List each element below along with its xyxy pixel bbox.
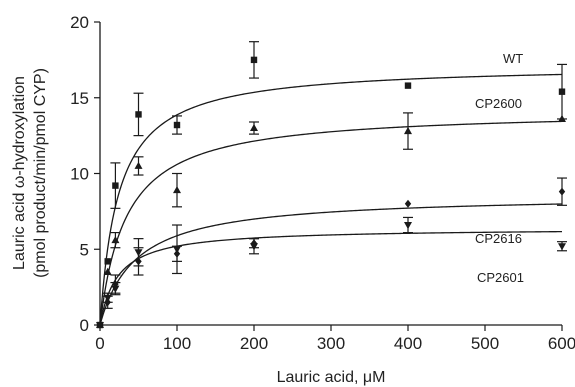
- fit-curve-cp2600: [99, 120, 563, 326]
- data-point-wt: [104, 258, 111, 265]
- data-point-cp2616: [104, 298, 111, 307]
- x-tick-label: 100: [163, 334, 191, 353]
- data-point-wt: [250, 56, 258, 64]
- data-point-wt: [558, 88, 566, 95]
- data-point-cp2601: [96, 322, 104, 330]
- y-tick-label: 0: [80, 316, 89, 335]
- x-axis-title: Lauric acid, μM: [277, 369, 386, 386]
- y-tick-label: 20: [70, 13, 89, 32]
- ticks: 0 100 200 300 400 500 600 0 5 10 15 20: [70, 13, 575, 353]
- series-label-cp2601: CP2601: [477, 270, 524, 285]
- series-label-wt: WT: [503, 51, 523, 66]
- data-point-cp2601: [173, 246, 181, 254]
- data-point-cp2616: [404, 199, 412, 208]
- data-markers: [96, 56, 566, 330]
- data-point-wt: [135, 111, 142, 118]
- data-point-wt: [404, 82, 412, 89]
- data-point-cp2601: [111, 285, 120, 293]
- fit-curve-wt: [99, 73, 563, 326]
- series-labels: WT CP2600 CP2616 CP2601: [475, 51, 524, 285]
- data-point-cp2600: [250, 123, 258, 132]
- data-point-cp2601: [558, 243, 566, 251]
- series-label-cp2600: CP2600: [475, 96, 522, 111]
- x-tick-label: 500: [471, 334, 499, 353]
- data-point-cp2601: [103, 294, 112, 302]
- x-tick-label: 400: [394, 334, 422, 353]
- x-tick-label: 200: [240, 334, 268, 353]
- data-point-cp2601: [134, 249, 143, 257]
- y-axis-title-line2: (pmol product/min/pmol CYP): [32, 68, 49, 278]
- y-tick-label: 15: [70, 89, 89, 108]
- data-point-cp2600: [404, 126, 412, 135]
- data-point-cp2600: [103, 267, 112, 275]
- series-label-cp2616: CP2616: [475, 231, 522, 246]
- data-point-cp2600: [134, 161, 143, 169]
- x-tick-label: 600: [548, 334, 575, 353]
- x-tick-label: 300: [317, 334, 345, 353]
- data-point-cp2616: [135, 257, 142, 266]
- fit-curves: [99, 73, 563, 326]
- error-bars: [102, 41, 567, 309]
- y-tick-label: 5: [80, 240, 89, 259]
- y-axis-title-line1: Lauric acid ω-hydroxylation: [11, 76, 28, 270]
- fit-curve-cp2616: [99, 203, 563, 326]
- data-point-cp2616: [173, 249, 181, 258]
- data-point-cp2601: [404, 222, 412, 230]
- data-point-wt: [112, 182, 119, 189]
- data-point-cp2601: [250, 243, 258, 251]
- data-point-cp2616: [558, 187, 566, 196]
- data-point-cp2600: [558, 114, 566, 122]
- data-point-wt: [173, 121, 181, 129]
- y-tick-label: 10: [70, 165, 89, 184]
- data-point-cp2600: [173, 185, 181, 194]
- x-tick-label: 0: [95, 334, 104, 353]
- data-point-cp2600: [111, 235, 120, 244]
